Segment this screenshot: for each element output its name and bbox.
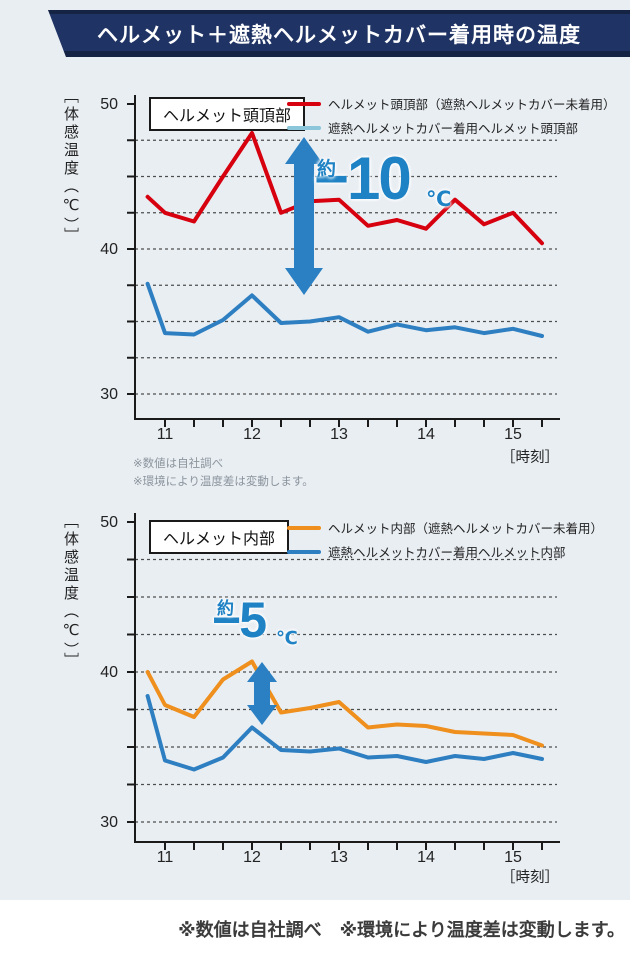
svg-text:11: 11 bbox=[157, 426, 174, 443]
series-line-0 bbox=[145, 659, 544, 748]
approx-label: 約 bbox=[217, 599, 234, 618]
top-chart-notes: ※数値は自社調べ ※環境により温度差は変動します。 bbox=[133, 455, 314, 492]
annotation-value: −5 bbox=[212, 592, 267, 648]
minus-10-annotation: 約 −10 ℃ bbox=[314, 145, 451, 212]
legend-item: ヘルメット頭頂部（遮熱ヘルメットカバー未着用） bbox=[287, 94, 616, 113]
svg-text:50: 50 bbox=[100, 96, 118, 113]
series-line-1 bbox=[145, 694, 544, 772]
svg-text:12: 12 bbox=[243, 426, 261, 443]
legend-label: ヘルメット内部（遮熱ヘルメットカバー未着用） bbox=[328, 522, 604, 536]
legend-label: 遮熱ヘルメットカバー着用ヘルメット頭頂部 bbox=[328, 122, 579, 136]
footer-note: ※数値は自社調べ ※環境により温度差は変動します。 bbox=[178, 920, 625, 940]
svg-text:15: 15 bbox=[504, 849, 522, 866]
note-line: ※数値は自社調べ bbox=[133, 458, 224, 470]
svg-text:30: 30 bbox=[100, 386, 118, 403]
legend-item: 遮熱ヘルメットカバー着用ヘルメット内部 bbox=[287, 542, 603, 561]
top-chart-title-box: ヘルメット頭頂部 bbox=[149, 97, 306, 131]
svg-text:50: 50 bbox=[100, 514, 118, 531]
svg-text:40: 40 bbox=[100, 664, 118, 681]
svg-text:15: 15 bbox=[504, 426, 522, 443]
page-title: ヘルメット＋遮熱ヘルメットカバー着用時の温度 bbox=[97, 23, 581, 47]
difference-arrow-icon bbox=[247, 662, 277, 725]
legend-item: ヘルメット内部（遮熱ヘルメットカバー未着用） bbox=[287, 518, 603, 537]
bottom-chart-title-box: ヘルメット内部 bbox=[149, 520, 290, 554]
legend-label: 遮熱ヘルメットカバー着用ヘルメット内部 bbox=[328, 546, 566, 560]
bottom-x-axis-unit: ［時刻］ bbox=[501, 870, 559, 886]
legend-item: 遮熱ヘルメットカバー着用ヘルメット頭頂部 bbox=[287, 118, 616, 137]
legend-label: ヘルメット頭頂部（遮熱ヘルメットカバー未着用） bbox=[328, 98, 616, 112]
svg-text:14: 14 bbox=[417, 849, 435, 866]
svg-text:11: 11 bbox=[157, 849, 174, 866]
annotation-value: −10 bbox=[314, 145, 412, 212]
svg-text:30: 30 bbox=[100, 814, 118, 831]
approx-label: 約 bbox=[317, 159, 337, 180]
footer-strip: ※数値は自社調べ ※環境により温度差は変動します。 bbox=[0, 900, 630, 960]
svg-text:40: 40 bbox=[100, 241, 118, 258]
annotation-unit: ℃ bbox=[276, 628, 298, 648]
red-line-swatch-icon bbox=[287, 101, 321, 106]
annotation-unit: ℃ bbox=[426, 188, 452, 211]
svg-text:14: 14 bbox=[417, 426, 435, 443]
chart-1: 30 40 50 11 12 13 14 15 bbox=[100, 513, 560, 866]
note-line: ※環境により温度差は変動します。 bbox=[133, 476, 314, 489]
orange-line-swatch-icon bbox=[287, 525, 321, 530]
skyblue-line-swatch-icon bbox=[287, 125, 321, 130]
svg-text:13: 13 bbox=[330, 426, 348, 443]
top-legend: ヘルメット頭頂部（遮熱ヘルメットカバー未着用） 遮熱ヘルメットカバー着用ヘルメッ… bbox=[287, 94, 616, 137]
blue-line-swatch-icon bbox=[287, 549, 321, 554]
minus-5-annotation: 約 −5 ℃ bbox=[212, 592, 298, 648]
series-line-1 bbox=[145, 281, 544, 338]
bottom-y-axis-label: ［体感温度（℃）］ bbox=[62, 513, 79, 671]
svg-text:13: 13 bbox=[330, 849, 348, 866]
title-banner: ヘルメット＋遮熱ヘルメットカバー着用時の温度 bbox=[48, 10, 630, 57]
top-x-axis-unit: ［時刻］ bbox=[501, 450, 559, 466]
svg-text:12: 12 bbox=[243, 849, 261, 866]
bottom-legend: ヘルメット内部（遮熱ヘルメットカバー未着用） 遮熱ヘルメットカバー着用ヘルメット… bbox=[287, 518, 603, 561]
top-y-axis-label: ［体感温度（℃）］ bbox=[62, 88, 79, 246]
